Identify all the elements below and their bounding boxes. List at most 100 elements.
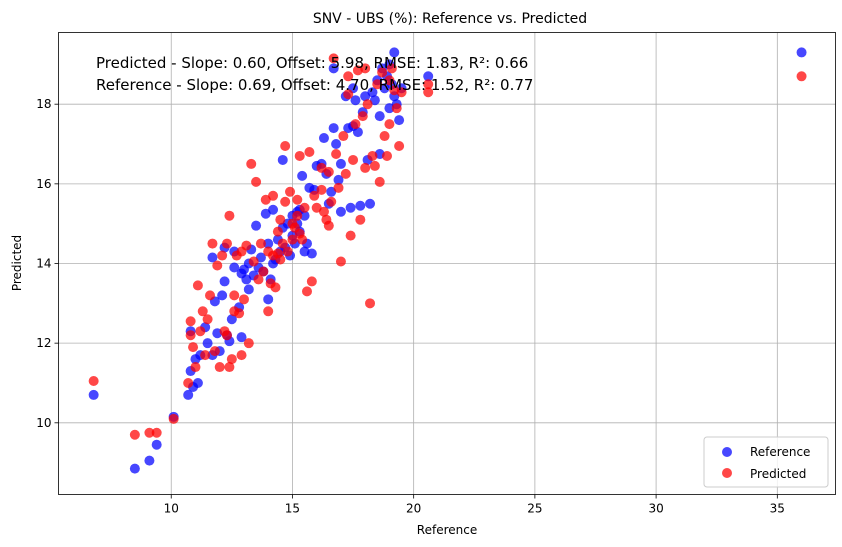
predicted-point (323, 166, 334, 177)
predicted-point (272, 248, 283, 259)
reference-point (226, 314, 237, 325)
reference-point (389, 47, 400, 58)
predicted-point (396, 87, 407, 98)
predicted-point (360, 63, 371, 74)
reference-point (345, 202, 356, 213)
reference-point (202, 338, 213, 349)
predicted-point (299, 202, 310, 213)
predicted-point (372, 79, 383, 90)
reference-point (299, 210, 310, 221)
series-reference (88, 47, 807, 474)
predicted-point (258, 266, 269, 277)
predicted-point (309, 190, 320, 201)
reference-point (318, 133, 329, 144)
reference-point (277, 154, 288, 165)
predicted-point (253, 274, 264, 285)
predicted-point (377, 67, 388, 78)
predicted-point (326, 196, 337, 207)
predicted-point (357, 111, 368, 122)
predicted-point (292, 210, 303, 221)
predicted-point (275, 214, 286, 225)
predicted-point (224, 210, 235, 221)
predicted-point (234, 308, 245, 319)
reference-point (352, 127, 363, 138)
x-tick-label: 30 (648, 502, 663, 516)
predicted-point (384, 119, 395, 130)
predicted-point (304, 146, 315, 157)
predicted-point (362, 99, 373, 110)
predicted-point (183, 377, 194, 388)
predicted-point (200, 350, 211, 361)
chart-title: SNV - UBS (%): Reference vs. Predicted (313, 11, 587, 27)
predicted-stats-annotation: Predicted - Slope: 0.60, Offset: 5.98, R… (96, 54, 528, 72)
predicted-point (323, 220, 334, 231)
predicted-point (185, 316, 196, 327)
x-axis-label: Reference (417, 523, 477, 537)
reference-point (217, 290, 228, 301)
predicted-point (251, 176, 262, 187)
legend-label-predicted: Predicted (750, 467, 806, 481)
predicted-point (369, 160, 380, 171)
reference-point (129, 463, 140, 474)
reference-point (229, 262, 240, 273)
reference-point (355, 200, 366, 211)
predicted-point (192, 280, 203, 291)
reference-point (207, 252, 218, 263)
predicted-point (343, 71, 354, 82)
reference-point (335, 206, 346, 217)
predicted-point (197, 306, 208, 317)
predicted-point (335, 256, 346, 267)
reference-point (384, 103, 395, 114)
reference-point (333, 174, 344, 185)
legend: Reference Predicted (703, 436, 829, 488)
y-tick-label: 16 (36, 177, 51, 191)
reference-point (236, 332, 247, 343)
reference-point (306, 248, 317, 259)
series-predicted (88, 53, 807, 440)
predicted-point (282, 246, 293, 257)
predicted-point (297, 234, 308, 245)
legend-marker-predicted (722, 468, 732, 478)
reference-point (183, 389, 194, 400)
reference-point (251, 220, 262, 231)
x-tick-label: 35 (770, 502, 785, 516)
x-tick-label: 15 (285, 502, 300, 516)
predicted-point (328, 53, 339, 64)
data-points (88, 47, 807, 474)
predicted-point (202, 314, 213, 325)
predicted-point (241, 240, 252, 251)
predicted-point (280, 141, 291, 152)
legend-box (703, 436, 829, 488)
predicted-point (88, 375, 99, 386)
predicted-point (263, 306, 274, 317)
predicted-point (214, 362, 225, 373)
reference-point (328, 63, 339, 74)
predicted-point (221, 330, 232, 341)
reference-point (151, 439, 162, 450)
predicted-point (270, 282, 281, 293)
reference-point (243, 284, 254, 295)
predicted-point (360, 162, 371, 173)
predicted-point (236, 350, 247, 361)
axis-ticks: 10 15 20 25 30 35 10 12 14 16 18 (36, 97, 785, 515)
reference-point (192, 377, 203, 388)
predicted-point (340, 168, 351, 179)
reference-point (394, 115, 405, 126)
y-tick-label: 14 (36, 257, 51, 271)
predicted-point (207, 238, 218, 249)
y-tick-label: 12 (36, 336, 51, 350)
predicted-point (306, 276, 317, 287)
predicted-point (285, 186, 296, 197)
predicted-point (316, 184, 327, 195)
y-axis-label: Predicted (10, 235, 24, 291)
predicted-point (355, 214, 366, 225)
predicted-point (248, 256, 259, 267)
predicted-point (350, 119, 361, 130)
predicted-point (151, 427, 162, 438)
predicted-point (292, 194, 303, 205)
predicted-point (243, 338, 254, 349)
reference-point (374, 111, 385, 122)
reference-stats-annotation: Reference - Slope: 0.69, Offset: 4.70, R… (96, 76, 533, 94)
reference-point (328, 123, 339, 134)
